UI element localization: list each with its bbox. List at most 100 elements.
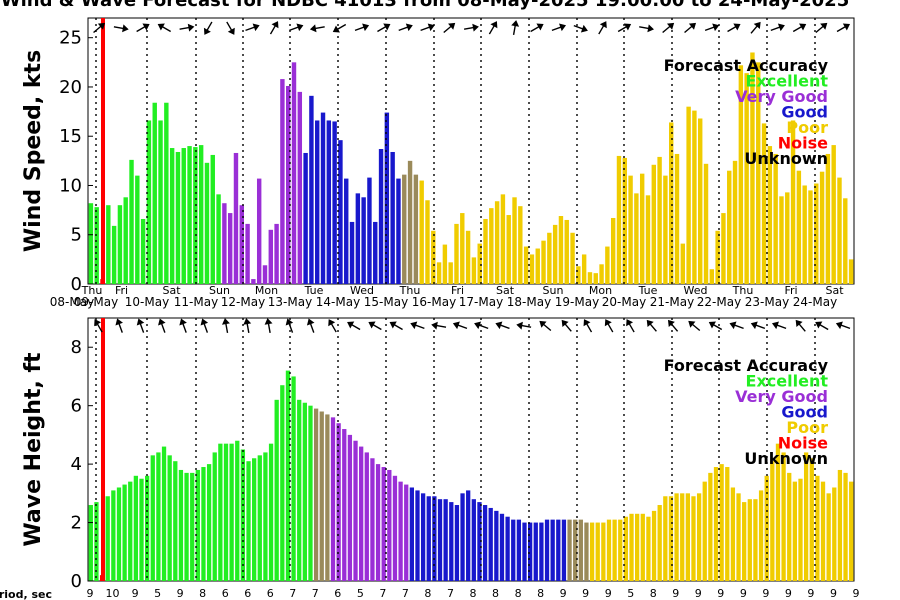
- bar: [803, 452, 809, 581]
- bar: [657, 505, 662, 581]
- bar: [245, 223, 250, 284]
- period-value: 9: [807, 587, 814, 600]
- date-label: 08-May: [50, 295, 94, 309]
- wave-height-panel: 0 2 4 6 8 Wave Height, ft Forecast AccuracyExc…: [21, 317, 855, 592]
- bar: [150, 455, 155, 581]
- day-label: Thu: [399, 284, 421, 297]
- date-label: 11-May: [174, 295, 218, 309]
- y-tick-label: 6: [71, 396, 82, 417]
- direction-arrow: [573, 24, 588, 33]
- date-label: 24-May: [793, 295, 837, 309]
- bar: [576, 266, 581, 284]
- bar: [522, 522, 527, 581]
- bar: [167, 455, 172, 581]
- bar: [686, 106, 691, 284]
- wind-speed-panel: 0 5 10 15 20 25 Wind Speed, kts Forecast Accura…: [21, 17, 855, 309]
- bar: [721, 213, 726, 284]
- bar: [618, 519, 623, 581]
- period-value: 7: [289, 587, 296, 600]
- bar: [88, 203, 94, 284]
- bar: [223, 443, 229, 581]
- period-value: 6: [334, 587, 341, 600]
- bar: [709, 269, 715, 284]
- direction-arrow: [750, 321, 766, 330]
- direction-arrow: [203, 21, 213, 35]
- bar: [668, 496, 674, 581]
- direction-arrow: [688, 320, 701, 332]
- bar: [639, 173, 645, 284]
- day-label: Fri: [784, 284, 797, 297]
- y-tick-label: 0: [71, 274, 82, 295]
- legend-item: Good: [781, 103, 828, 122]
- bar: [222, 203, 227, 284]
- direction-arrow: [795, 319, 806, 332]
- bar: [133, 475, 139, 581]
- bar: [274, 399, 279, 581]
- bar: [581, 254, 587, 284]
- bar: [820, 481, 826, 581]
- bar: [140, 218, 146, 284]
- bar: [229, 443, 234, 581]
- bar: [263, 452, 268, 581]
- bar: [698, 118, 703, 285]
- bar: [402, 174, 407, 284]
- bar: [747, 499, 752, 581]
- direction-arrow: [617, 23, 632, 33]
- bar: [792, 481, 797, 581]
- direction-arrow: [639, 24, 654, 33]
- bar: [489, 208, 494, 284]
- legend-item: Unknown: [744, 449, 828, 468]
- direction-arrow: [662, 22, 675, 34]
- bar: [785, 192, 790, 284]
- bar: [849, 481, 854, 581]
- bar: [347, 434, 353, 581]
- direction-arrow: [646, 319, 657, 332]
- day-label: Fri: [451, 284, 464, 297]
- y-tick-label: 2: [71, 513, 82, 534]
- date-label: 13-May: [268, 295, 312, 309]
- bar: [570, 232, 575, 284]
- bar: [326, 120, 332, 285]
- bar: [564, 219, 569, 284]
- direction-arrow: [474, 321, 489, 330]
- bar: [808, 190, 813, 284]
- bar: [719, 464, 724, 581]
- bar: [796, 170, 802, 284]
- direction-arrow: [200, 318, 209, 333]
- bar: [387, 469, 392, 581]
- bar: [516, 519, 522, 581]
- period-value: 8: [470, 587, 477, 600]
- bar: [152, 102, 157, 284]
- period-value: 10: [106, 587, 120, 600]
- bar: [319, 411, 324, 581]
- bar: [378, 149, 384, 284]
- legend-heading: Forecast Accuracy: [664, 56, 829, 75]
- bar: [432, 496, 437, 581]
- bar: [809, 458, 814, 581]
- bar: [404, 484, 409, 581]
- bar: [713, 467, 719, 581]
- bar: [767, 146, 773, 284]
- bar: [646, 516, 651, 581]
- bar: [415, 490, 420, 581]
- figure-title: Wind & Wave Forecast for NDBC 41013 from…: [1, 0, 849, 11]
- day-label: Mon: [589, 284, 612, 297]
- bar: [578, 519, 583, 581]
- bar: [262, 265, 268, 284]
- bar: [651, 510, 657, 581]
- direction-arrow: [269, 21, 279, 35]
- bar: [640, 513, 645, 581]
- direction-arrow: [792, 23, 807, 33]
- bar: [390, 151, 395, 284]
- day-label: Wed: [350, 284, 374, 297]
- period-value: 8: [492, 587, 499, 600]
- bar: [825, 153, 831, 284]
- bar: [407, 160, 413, 284]
- date-label: 20-May: [602, 295, 646, 309]
- bar: [280, 385, 285, 581]
- bar: [523, 246, 529, 284]
- legend-item: Excellent: [746, 72, 829, 91]
- y-tick-label: 20: [59, 77, 82, 98]
- bar: [506, 215, 511, 284]
